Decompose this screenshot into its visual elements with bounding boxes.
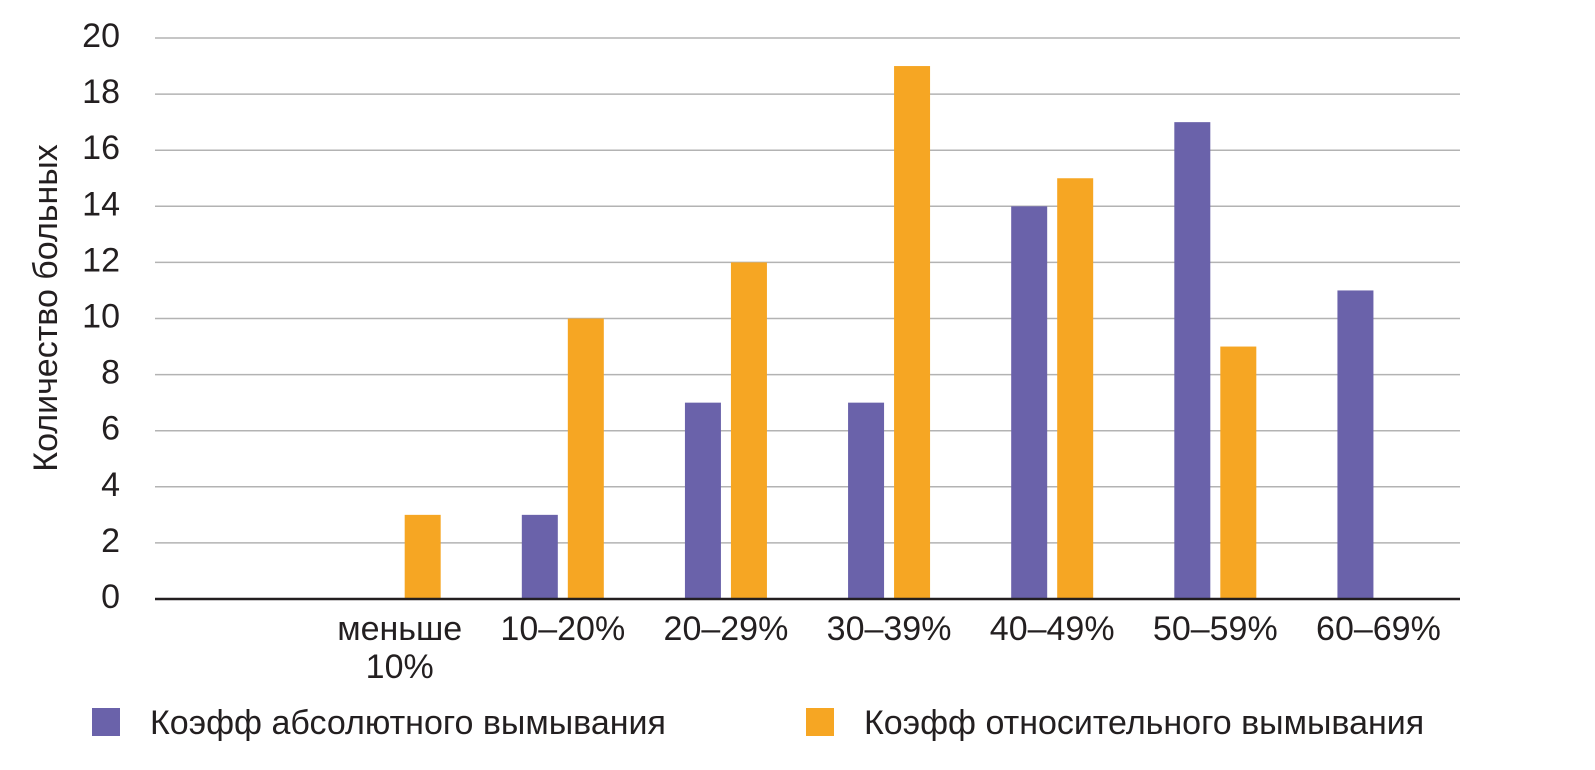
x-category-label: 20–29%	[664, 610, 789, 648]
bar	[730, 262, 767, 599]
x-category-label: 60–69%	[1316, 610, 1441, 648]
legend-swatch	[806, 708, 834, 736]
x-category-label: 40–49%	[990, 610, 1115, 648]
x-category-label: 50–59%	[1153, 610, 1278, 648]
y-tick-label: 0	[101, 578, 120, 616]
bar	[1011, 206, 1048, 600]
bars	[404, 66, 1374, 600]
legend-swatch	[92, 708, 120, 736]
bar	[684, 402, 721, 599]
y-tick-label: 16	[82, 129, 120, 167]
y-tick-label: 10	[82, 297, 120, 335]
bar	[894, 66, 931, 600]
y-tick-label: 6	[101, 410, 120, 448]
bar	[1057, 178, 1094, 599]
y-tick-labels: 0 2 4 6 8 10 12 14 16 18 20	[82, 17, 120, 616]
grid-lines	[155, 37, 1460, 544]
bar	[1337, 290, 1374, 599]
y-tick-label: 20	[82, 17, 120, 55]
x-category-label: 30–39%	[827, 610, 952, 648]
bar	[567, 318, 604, 599]
bar	[521, 514, 558, 599]
x-category-label: 10–20%	[500, 610, 625, 648]
y-tick-label: 18	[82, 73, 120, 111]
bar	[1174, 122, 1211, 600]
y-tick-label: 8	[101, 354, 120, 392]
y-axis-title: Количество больных	[27, 144, 65, 471]
x-category-label: 10%	[366, 648, 434, 686]
bar	[848, 402, 885, 599]
bar	[1220, 346, 1257, 599]
legend-label: Коэфф относительного вымывания	[864, 704, 1424, 742]
y-tick-label: 2	[101, 522, 120, 560]
y-tick-label: 14	[82, 185, 120, 223]
bar	[404, 514, 441, 599]
y-tick-label: 4	[101, 466, 120, 504]
y-tick-label: 12	[82, 241, 120, 279]
legend: Коэфф абсолютного вымывания Коэфф относит…	[92, 704, 1424, 742]
x-category-label: меньше	[337, 610, 462, 648]
legend-label: Коэфф абсолютного вымывания	[150, 704, 666, 742]
